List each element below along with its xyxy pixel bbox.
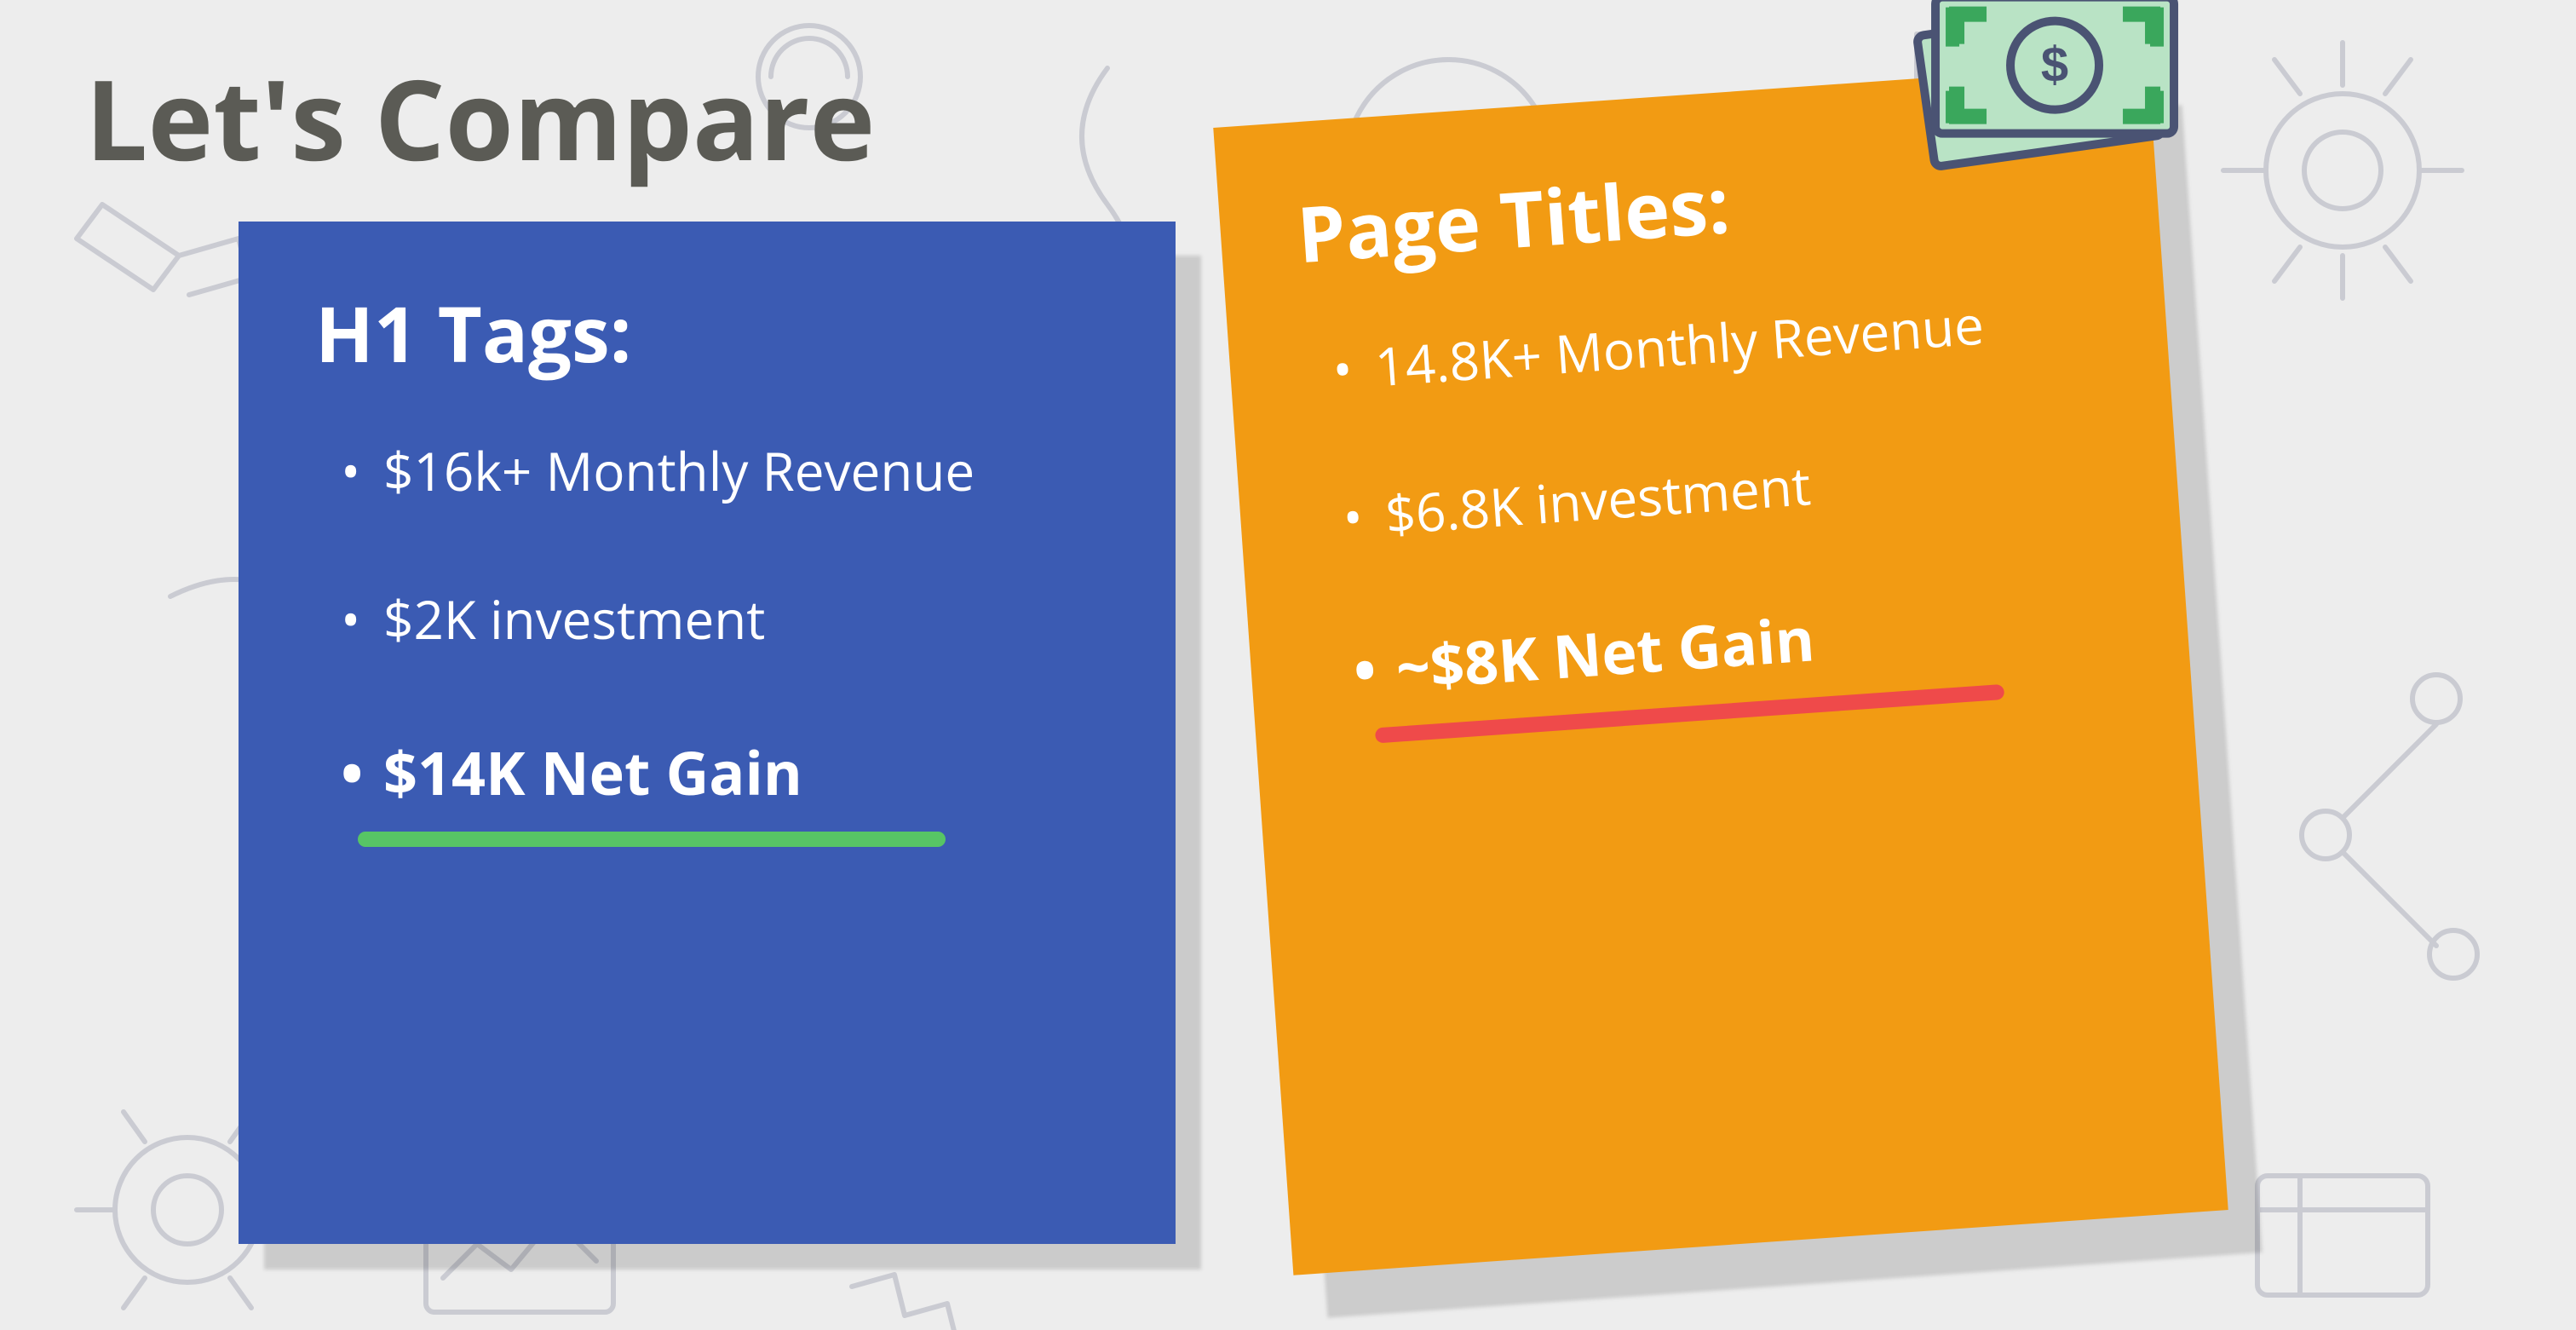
svg-text:$: $ xyxy=(2041,37,2068,93)
card-left-netgain-text: $14K Net Gain xyxy=(383,731,802,813)
cards-container: H1 Tags: $16k+ Monthly Revenue $2K inves… xyxy=(0,187,2576,1330)
card-right: $ Page Titles: 14.8K+ Monthly Revenue $6… xyxy=(1213,62,2228,1275)
card-left-bullet: $2K investment xyxy=(341,584,1099,656)
card-left-netgain: $14K Net Gain xyxy=(341,732,1099,813)
card-right-netgain-text: ~$8K Net Gain xyxy=(1394,597,1817,708)
card-left-bullets: $16k+ Monthly Revenue $2K investment $14… xyxy=(315,436,1099,813)
card-left: H1 Tags: $16k+ Monthly Revenue $2K inves… xyxy=(239,222,1176,1244)
card-right-bullet: 14.8K+ Monthly Revenue xyxy=(1331,282,2092,406)
money-icon: $ xyxy=(1893,0,2199,193)
card-right-bullet: $6.8K investment xyxy=(1341,429,2102,554)
card-right-bullets: 14.8K+ Monthly Revenue $6.8K investment … xyxy=(1305,282,2113,712)
underline-green xyxy=(358,832,946,847)
card-right-netgain: ~$8K Net Gain xyxy=(1351,577,2113,710)
card-left-title: H1 Tags: xyxy=(315,281,1099,385)
page-title: Let's Compare xyxy=(85,43,875,193)
card-left-bullet: $16k+ Monthly Revenue xyxy=(341,436,1099,508)
